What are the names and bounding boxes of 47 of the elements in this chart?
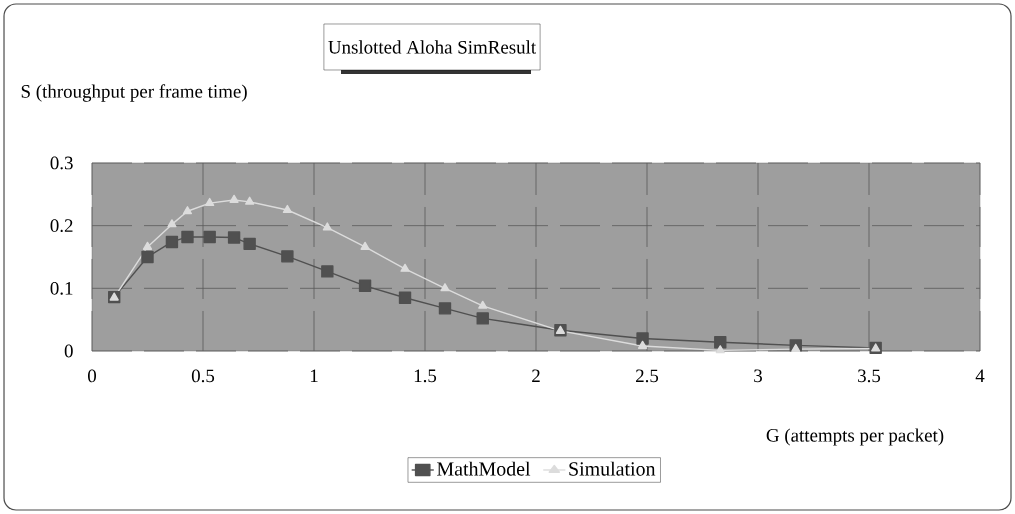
- point: [282, 204, 292, 213]
- point: [358, 279, 372, 293]
- point: [203, 230, 216, 244]
- x-tick-label: 3.5: [858, 369, 881, 383]
- point: [142, 241, 153, 250]
- point: [245, 196, 255, 205]
- point: [322, 222, 332, 231]
- y-axis-title: S (throughput per frame time): [21, 84, 247, 102]
- point: [400, 263, 410, 272]
- x-tick-label: 4: [975, 369, 985, 382]
- point: [637, 340, 648, 349]
- point: [398, 291, 412, 304]
- point: [227, 231, 241, 244]
- y-tick-label: 0: [64, 344, 73, 358]
- point: [181, 230, 194, 244]
- point: [715, 345, 725, 354]
- point: [321, 265, 334, 278]
- point: [438, 302, 452, 315]
- point: [636, 332, 649, 345]
- x-tick-label: 0.5: [191, 369, 215, 383]
- x-tick-label: 3: [754, 369, 762, 383]
- point: [714, 336, 727, 349]
- point: [281, 250, 294, 263]
- x-tick-label: 1.5: [414, 369, 437, 383]
- point: [478, 300, 488, 309]
- point: [360, 241, 370, 250]
- y-tick-label: 0.3: [50, 156, 73, 170]
- legend-label: MathModel: [437, 461, 531, 476]
- point: [791, 343, 801, 353]
- x-tick-label: 2: [532, 369, 540, 383]
- x-tick-label: 2.5: [636, 369, 659, 383]
- point: [229, 194, 239, 203]
- chart-title: Unslotted Aloha SimResult: [328, 40, 537, 54]
- point: [141, 250, 154, 264]
- y-tick-label: 0.2: [50, 219, 73, 233]
- point: [243, 237, 256, 251]
- x-tick-label: 0: [88, 369, 97, 383]
- point: [182, 206, 193, 215]
- point: [205, 197, 215, 207]
- x-axis-title: G (attempts per packet): [766, 428, 944, 446]
- y-tick-label: 0.1: [50, 281, 73, 295]
- legend-label: Simulation: [569, 461, 656, 476]
- point: [476, 312, 489, 325]
- point: [165, 235, 179, 249]
- point: [167, 219, 177, 228]
- x-tick-label: 1: [310, 369, 318, 382]
- point: [440, 283, 450, 292]
